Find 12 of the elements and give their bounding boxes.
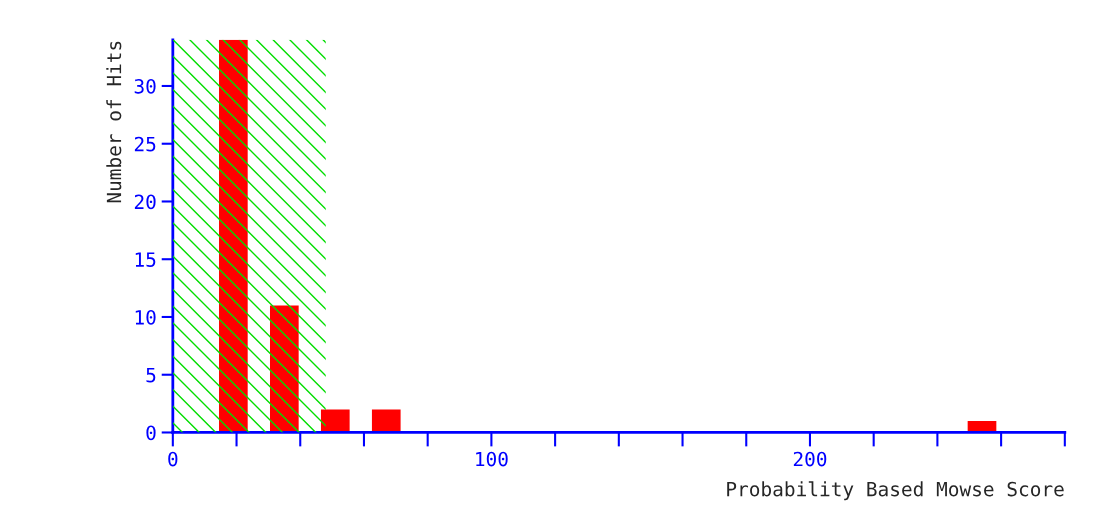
y-tick-label: 5 — [146, 367, 156, 383]
y-axis-title: Number of Hits — [106, 41, 122, 203]
y-tick-label: 25 — [134, 136, 156, 152]
y-tick-label: 20 — [134, 194, 156, 210]
y-tick-label: 10 — [135, 309, 156, 325]
x-tick-label: 200 — [793, 451, 827, 467]
x-tick-label: 0 — [168, 451, 178, 467]
y-tick-label: 30 — [134, 78, 156, 94]
y-tick-label: 15 — [135, 252, 156, 267]
x-tick-label: 100 — [476, 451, 508, 467]
x-axis-title: Probability Based Mowse Score — [727, 481, 1064, 501]
y-tick-label: 0 — [146, 425, 156, 441]
